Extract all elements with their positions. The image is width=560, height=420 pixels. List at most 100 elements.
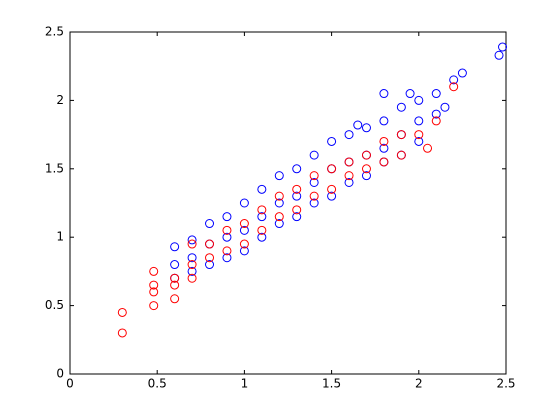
point xyxy=(327,184,337,194)
y-tick-label: 0.5 xyxy=(45,298,64,312)
point xyxy=(344,177,354,187)
point xyxy=(396,150,406,160)
point xyxy=(431,109,441,119)
point xyxy=(117,328,127,338)
point xyxy=(309,150,319,160)
point xyxy=(292,191,302,201)
point xyxy=(431,116,441,126)
point xyxy=(187,260,197,270)
x-tick-label: 0 xyxy=(66,377,74,391)
y-tick-label: 1 xyxy=(56,230,64,244)
point xyxy=(353,120,363,130)
point xyxy=(423,143,433,153)
point xyxy=(274,198,284,208)
point xyxy=(187,253,197,263)
point xyxy=(396,102,406,112)
point xyxy=(396,130,406,140)
point xyxy=(379,89,389,99)
point xyxy=(361,171,371,181)
point xyxy=(149,301,159,311)
point xyxy=(239,246,249,256)
point xyxy=(405,89,415,99)
point xyxy=(344,171,354,181)
point xyxy=(170,273,180,283)
point xyxy=(149,280,159,290)
point xyxy=(170,294,180,304)
plot-frame xyxy=(69,31,507,375)
point xyxy=(187,266,197,276)
point xyxy=(205,219,215,229)
point xyxy=(379,157,389,167)
point xyxy=(205,239,215,249)
point xyxy=(309,171,319,181)
point xyxy=(457,68,467,78)
x-tick-label: 2.5 xyxy=(496,377,515,391)
point xyxy=(414,95,424,105)
point xyxy=(239,219,249,229)
y-tick-label: 2.5 xyxy=(45,25,64,39)
point xyxy=(205,260,215,270)
point xyxy=(274,212,284,222)
x-tick-label: 1.5 xyxy=(322,377,341,391)
y-tick-label: 2 xyxy=(56,93,64,107)
point xyxy=(414,130,424,140)
point xyxy=(292,212,302,222)
point xyxy=(361,123,371,133)
point xyxy=(327,164,337,174)
point xyxy=(292,184,302,194)
x-tick-label: 1 xyxy=(241,377,249,391)
point xyxy=(498,42,508,52)
point xyxy=(431,89,441,99)
point xyxy=(309,177,319,187)
point xyxy=(379,116,389,126)
point xyxy=(494,50,504,60)
y-tick-label: 0 xyxy=(56,367,64,381)
point xyxy=(187,235,197,245)
point xyxy=(449,75,459,85)
point xyxy=(414,116,424,126)
point xyxy=(379,143,389,153)
point xyxy=(222,212,232,222)
point xyxy=(205,253,215,263)
point xyxy=(187,273,197,283)
point xyxy=(257,225,267,235)
x-tick-label: 0.5 xyxy=(148,377,167,391)
point xyxy=(274,191,284,201)
point xyxy=(117,307,127,317)
point xyxy=(292,205,302,215)
point xyxy=(187,239,197,249)
point xyxy=(170,242,180,252)
point xyxy=(222,253,232,263)
point xyxy=(379,136,389,146)
point xyxy=(149,266,159,276)
point xyxy=(222,232,232,242)
point xyxy=(361,164,371,174)
point xyxy=(257,184,267,194)
point xyxy=(361,150,371,160)
point xyxy=(344,130,354,140)
point xyxy=(449,82,459,92)
point xyxy=(257,212,267,222)
x-tick-label: 2 xyxy=(415,377,423,391)
point xyxy=(170,280,180,290)
point xyxy=(239,225,249,235)
point xyxy=(309,198,319,208)
point xyxy=(327,191,337,201)
point xyxy=(327,136,337,146)
point xyxy=(222,225,232,235)
point xyxy=(257,232,267,242)
point xyxy=(149,287,159,297)
point xyxy=(274,219,284,229)
point xyxy=(239,239,249,249)
point xyxy=(292,164,302,174)
point xyxy=(274,171,284,181)
y-tick-label: 1.5 xyxy=(45,161,64,175)
point xyxy=(170,260,180,270)
point xyxy=(222,246,232,256)
point xyxy=(239,198,249,208)
point xyxy=(414,136,424,146)
point xyxy=(309,191,319,201)
point xyxy=(344,157,354,167)
